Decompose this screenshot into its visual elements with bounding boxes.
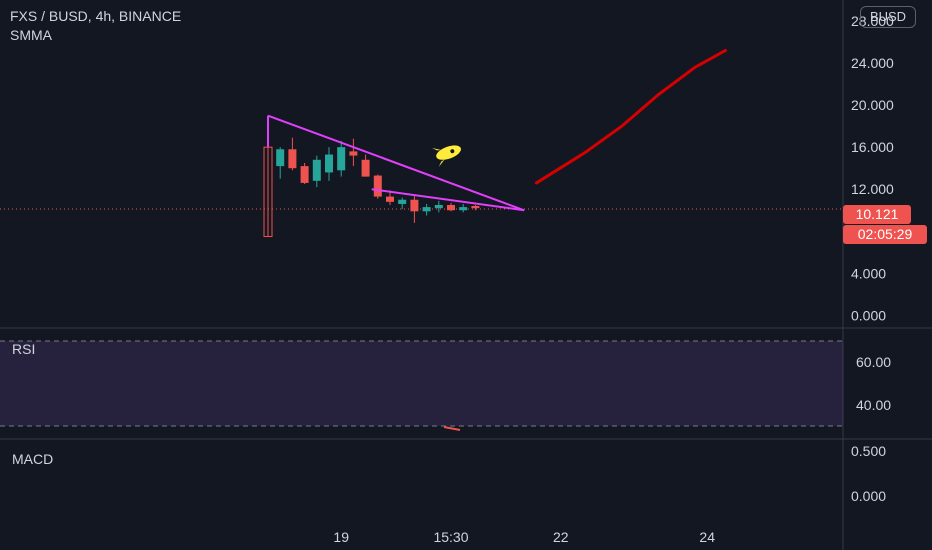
triangle-upper-line[interactable] — [267, 114, 525, 212]
candle-body — [422, 207, 431, 212]
time-tick: 15:30 — [433, 529, 468, 545]
candle-body — [386, 196, 394, 202]
price-tick: 0.000 — [851, 307, 886, 323]
triangle-lower-line[interactable] — [371, 188, 525, 212]
rsi-tick: 40.00 — [856, 397, 891, 413]
projection-arrow[interactable] — [534, 48, 727, 185]
rsi-line — [443, 426, 461, 431]
price-tick: 4.000 — [851, 265, 886, 281]
macd-label[interactable]: MACD — [12, 451, 54, 467]
price-tick: 16.000 — [851, 139, 894, 155]
candle-body — [349, 151, 358, 156]
candle-body — [300, 166, 309, 183]
drawings-group[interactable] — [267, 48, 727, 212]
candle-body — [276, 149, 285, 167]
candle-body — [398, 199, 407, 204]
candle-body — [410, 199, 419, 212]
candle-body — [459, 207, 468, 211]
candle-body — [434, 205, 443, 209]
countdown-badge: 02:05:29 — [843, 225, 927, 244]
candle-body — [288, 149, 297, 169]
last-price-badge: 10.121 — [843, 205, 911, 224]
candle-body — [373, 175, 382, 197]
rocket-icon[interactable] — [432, 139, 464, 167]
rsi-band — [0, 341, 843, 426]
price-tick: 20.000 — [851, 97, 894, 113]
macd-tick: 0.000 — [851, 488, 886, 504]
price-tick: 24.000 — [851, 55, 894, 71]
candle-body — [471, 206, 480, 209]
candle-body — [361, 159, 370, 177]
currency-button[interactable]: BUSD — [860, 6, 916, 28]
time-tick: 22 — [553, 529, 569, 545]
symbol-title[interactable]: FXS / BUSD, 4h, BINANCE — [10, 8, 182, 24]
time-axis[interactable]: 19 15:30 22 24 — [333, 529, 715, 545]
candle-body — [312, 159, 321, 181]
price-tick: 12.000 — [851, 181, 894, 197]
price-axis[interactable]: 0.0004.0008.00012.00016.00020.00024.0002… — [851, 13, 894, 323]
rsi-label[interactable]: RSI — [12, 341, 36, 357]
candles-group — [263, 115, 480, 238]
macd-tick: 0.500 — [851, 443, 886, 459]
candle-body — [325, 154, 333, 173]
candle-body — [337, 147, 346, 171]
indicator-label[interactable]: SMMA — [10, 27, 52, 43]
rsi-tick: 60.00 — [856, 354, 891, 370]
time-tick: 24 — [699, 529, 715, 545]
candle-body — [447, 205, 455, 211]
time-tick: 19 — [333, 529, 349, 545]
